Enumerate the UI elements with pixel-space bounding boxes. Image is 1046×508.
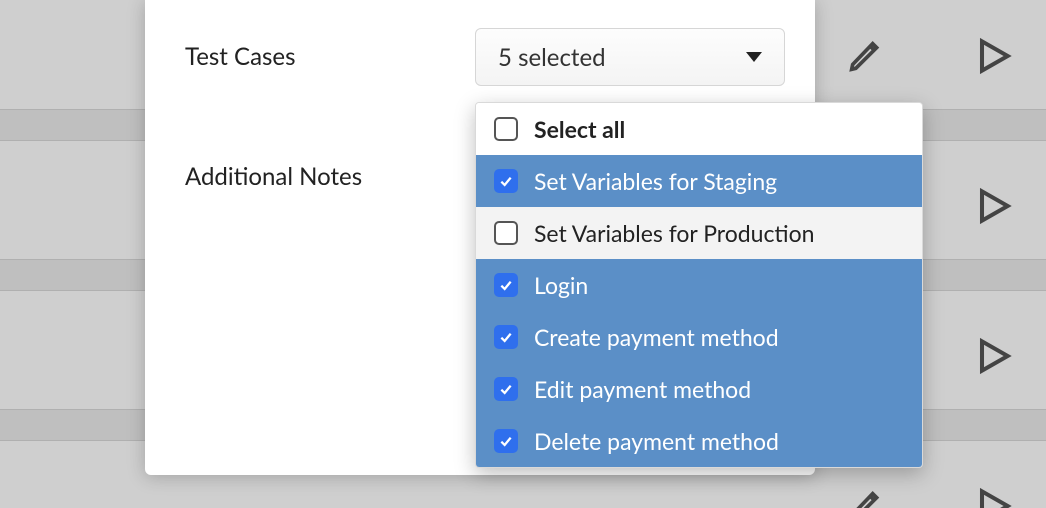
play-icon[interactable] — [968, 481, 1018, 508]
option-set-variables-production[interactable]: Set Variables for Production — [476, 207, 922, 259]
play-icon[interactable] — [968, 31, 1018, 81]
pencil-icon[interactable] — [840, 31, 890, 81]
test-cases-label: Test Cases — [185, 42, 475, 71]
checkbox-unchecked-icon — [494, 117, 518, 141]
option-label: Set Variables for Production — [534, 219, 814, 247]
additional-notes-label: Additional Notes — [185, 162, 475, 191]
option-label: Login — [534, 271, 588, 299]
option-select-all[interactable]: Select all — [476, 103, 922, 155]
option-login[interactable]: Login — [476, 259, 922, 311]
test-cases-dropdown-panel: Select all Set Variables for Staging Set… — [475, 102, 923, 468]
option-label: Edit payment method — [534, 375, 751, 403]
checkbox-checked-icon — [494, 169, 518, 193]
option-edit-payment-method[interactable]: Edit payment method — [476, 363, 922, 415]
option-label: Create payment method — [534, 323, 779, 351]
checkbox-checked-icon — [494, 273, 518, 297]
option-label: Select all — [534, 115, 625, 143]
checkbox-unchecked-icon — [494, 221, 518, 245]
option-create-payment-method[interactable]: Create payment method — [476, 311, 922, 363]
checkbox-checked-icon — [494, 325, 518, 349]
play-icon[interactable] — [968, 331, 1018, 381]
chevron-down-icon — [746, 52, 762, 62]
play-icon[interactable] — [968, 181, 1018, 231]
option-label: Set Variables for Staging — [534, 167, 777, 195]
dropdown-summary: 5 selected — [498, 43, 606, 72]
pencil-icon[interactable] — [840, 481, 890, 508]
checkbox-checked-icon — [494, 377, 518, 401]
option-set-variables-staging[interactable]: Set Variables for Staging — [476, 155, 922, 207]
test-cases-dropdown[interactable]: 5 selected — [475, 28, 785, 86]
option-label: Delete payment method — [534, 427, 779, 455]
option-delete-payment-method[interactable]: Delete payment method — [476, 415, 922, 467]
checkbox-checked-icon — [494, 429, 518, 453]
